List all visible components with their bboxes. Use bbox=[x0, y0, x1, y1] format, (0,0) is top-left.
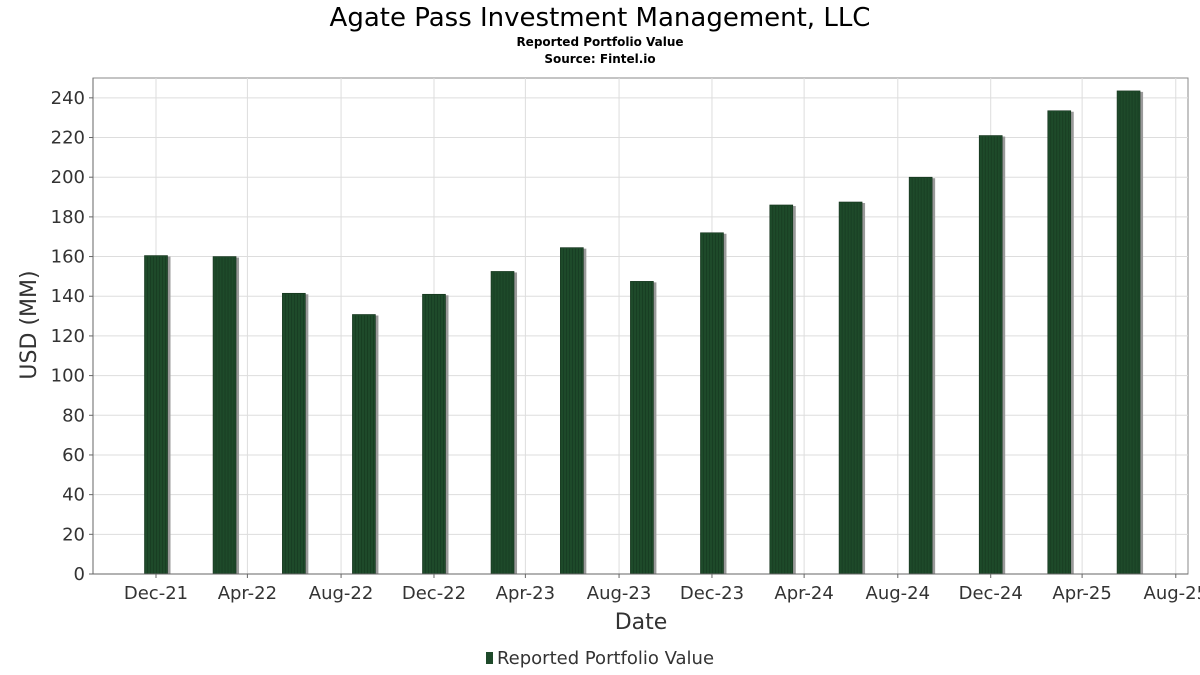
bar-fill bbox=[282, 292, 306, 575]
y-tick-label: 140 bbox=[51, 286, 85, 307]
chart-title: Agate Pass Investment Management, LLC bbox=[329, 3, 871, 33]
x-tick-label: Apr-23 bbox=[496, 583, 555, 604]
bar bbox=[352, 314, 379, 575]
legend: Reported Portfolio Value bbox=[0, 648, 1200, 670]
bar bbox=[630, 281, 657, 575]
bar-fill bbox=[1047, 110, 1072, 575]
x-tick-label: Apr-24 bbox=[774, 583, 833, 604]
bar-fill bbox=[908, 176, 933, 575]
bar bbox=[1116, 90, 1144, 575]
x-tick-label: Apr-25 bbox=[1052, 583, 1111, 604]
bar bbox=[769, 204, 796, 575]
bar-fill bbox=[838, 201, 863, 575]
bar bbox=[1047, 110, 1074, 575]
y-tick-label: 100 bbox=[51, 366, 85, 387]
y-tick-label: 20 bbox=[62, 524, 85, 545]
x-axis-label: Date bbox=[615, 610, 668, 635]
bar bbox=[700, 232, 727, 575]
y-tick-label: 0 bbox=[74, 564, 85, 585]
bar-fill bbox=[144, 255, 168, 575]
x-tick-label: Aug-22 bbox=[309, 583, 374, 604]
bar bbox=[908, 176, 936, 575]
x-tick-label: Aug-24 bbox=[866, 583, 931, 604]
bar bbox=[560, 247, 587, 575]
bar bbox=[144, 255, 171, 575]
bar bbox=[978, 135, 1006, 575]
bar-fill bbox=[560, 247, 584, 575]
legend-label: Reported Portfolio Value bbox=[496, 648, 715, 669]
x-tick-label: Aug-25 bbox=[1144, 583, 1200, 604]
y-axis-label: USD (MM) bbox=[17, 270, 42, 379]
x-tick-label: Dec-22 bbox=[402, 583, 466, 604]
x-tick-label: Dec-23 bbox=[680, 583, 744, 604]
y-tick-label: 60 bbox=[62, 445, 85, 466]
bar-fill bbox=[978, 135, 1003, 575]
bar bbox=[212, 256, 240, 575]
y-tick-label: 40 bbox=[62, 485, 85, 506]
bar bbox=[490, 271, 518, 575]
x-tick-label: Aug-23 bbox=[587, 583, 652, 604]
bars bbox=[144, 90, 1144, 575]
bar bbox=[422, 293, 449, 575]
bar bbox=[838, 201, 866, 575]
y-tick-label: 180 bbox=[51, 207, 85, 228]
chart-subtitle: Reported Portfolio Value bbox=[516, 35, 684, 49]
legend-swatch bbox=[485, 652, 493, 664]
bar bbox=[282, 292, 309, 575]
axes: 0 20 40 60 80 100 120 140 160 180 200 220 240 Dec-21 A… bbox=[51, 78, 1200, 604]
y-tick-label: 160 bbox=[51, 247, 85, 268]
y-tick-label: 220 bbox=[51, 128, 85, 149]
bar-fill bbox=[490, 271, 515, 575]
chart-source: Source: Fintel.io bbox=[544, 52, 656, 66]
y-tick-label: 80 bbox=[62, 405, 85, 426]
x-tick-label: Dec-21 bbox=[124, 583, 188, 604]
x-tick-label: Apr-22 bbox=[218, 583, 277, 604]
bar-fill bbox=[212, 256, 237, 575]
bar-fill bbox=[352, 314, 376, 575]
y-tick-label: 240 bbox=[51, 88, 85, 109]
bar-fill bbox=[630, 281, 654, 575]
y-tick-label: 120 bbox=[51, 326, 85, 347]
bar-fill bbox=[1116, 90, 1141, 575]
x-tick-label: Dec-24 bbox=[959, 583, 1023, 604]
bar-fill bbox=[422, 293, 446, 575]
bar-fill bbox=[700, 232, 724, 575]
y-tick-label: 200 bbox=[51, 167, 85, 188]
bar-fill bbox=[769, 204, 794, 575]
